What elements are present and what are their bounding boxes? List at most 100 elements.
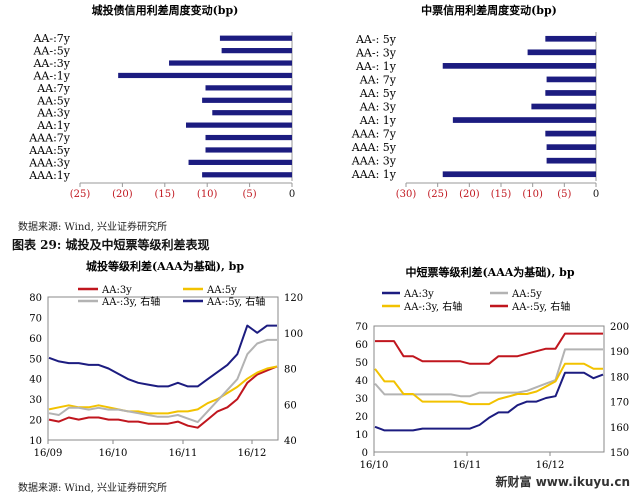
category-label: AAA:3y: [28, 156, 71, 169]
x-tick-label: (30): [396, 189, 417, 200]
chart-title: 中票信用利差周度变动(bp): [421, 3, 557, 17]
chart-title: 城投债信用利差周度变动(bp): [92, 3, 239, 17]
y-tick-label: 40: [29, 375, 42, 386]
x-tick-label: 16/09: [34, 448, 63, 459]
category-label: AA: 7y: [359, 73, 397, 86]
plot-frame: [373, 325, 605, 453]
x-tick-label: (25): [427, 189, 448, 200]
bar: [205, 134, 292, 141]
y-tick-label: 10: [355, 430, 368, 441]
legend-entry: AA-:5y, 右轴: [206, 295, 265, 308]
y2-tick-label: 170: [610, 398, 629, 409]
category-label: AAA:5y: [28, 144, 71, 157]
y2-tick-label: 120: [284, 293, 303, 304]
x-tick-label: 16/11: [169, 448, 198, 459]
y2-tick-label: 190: [610, 347, 629, 358]
legend-entry: AA-:3y, 右轴: [403, 300, 462, 313]
series-line: [48, 365, 278, 429]
y2-tick-label: 40: [284, 436, 297, 447]
category-label: AA: 3y: [359, 101, 397, 114]
category-label: AA-:1y: [32, 69, 70, 82]
y-tick-label: 40: [355, 376, 368, 387]
x-tick-label: (10): [197, 189, 218, 200]
y2-tick-label: 150: [610, 448, 629, 459]
bar: [442, 63, 596, 69]
series-line: [374, 362, 603, 406]
x-tick-label: (5): [557, 189, 571, 200]
x-tick-label: 16/10: [99, 448, 128, 459]
category-label: AA-: 5y: [355, 33, 397, 46]
category-label: AA-: 1y: [355, 60, 397, 73]
y-tick-label: 70: [355, 322, 368, 333]
series-line: [375, 332, 603, 365]
x-tick-label: 16/12: [536, 460, 565, 471]
bar: [202, 172, 292, 178]
x-tick-label: (5): [243, 189, 257, 200]
bar: [202, 97, 292, 103]
y-tick-label: 50: [355, 358, 368, 369]
y-tick-label: 20: [355, 412, 368, 423]
y2-tick-label: 180: [610, 372, 629, 383]
category-label: AA-:3y: [32, 57, 70, 70]
x-tick-label: 16/11: [453, 460, 482, 471]
category-label: AAA: 3y: [351, 155, 397, 168]
category-label: AAA: 5y: [351, 141, 397, 154]
series-line: [48, 338, 277, 424]
legend-entry: AA-:5y, 右轴: [511, 300, 570, 313]
y-tick-label: 50: [29, 354, 42, 365]
bar: [531, 103, 596, 110]
plot-frame: [47, 296, 279, 441]
category-label: AA:1y: [36, 119, 71, 132]
category-label: AAA: 7y: [351, 128, 397, 141]
y2-tick-label: 100: [284, 329, 303, 340]
bar: [442, 171, 596, 178]
figure-caption: 图表 29: 城投及中短票等级利差表现: [12, 238, 210, 252]
category-label: AA-: 3y: [355, 46, 397, 59]
x-tick-label: (10): [522, 189, 543, 200]
series-line: [374, 371, 604, 432]
bar: [546, 144, 596, 150]
chart-title: 城投等级利差(AAA为基础), bp: [86, 259, 244, 273]
x-tick-label: 16/12: [238, 448, 267, 459]
x-tick-label: 16/10: [360, 460, 389, 471]
bar: [546, 157, 596, 164]
y2-tick-label: 60: [284, 400, 297, 411]
y2-tick-label: 160: [610, 423, 629, 434]
source-note-top: 数据来源: Wind, 兴业证券研究所: [18, 222, 168, 233]
source-note-bottom: 数据来源: Wind, 兴业证券研究所: [18, 483, 168, 494]
bar: [546, 76, 596, 83]
category-label: AA:5y: [36, 94, 71, 107]
legend-entry: AA:5y: [511, 289, 542, 300]
y-tick-label: 80: [29, 293, 42, 304]
y-tick-label: 30: [355, 394, 368, 405]
y-tick-label: 70: [29, 313, 42, 324]
category-label: AA: 5y: [359, 87, 397, 100]
category-label: AA-:7y: [32, 32, 70, 45]
x-tick-label: 0: [289, 189, 295, 200]
legend-entry: AA-:3y, 右轴: [101, 295, 160, 308]
bar: [527, 49, 596, 56]
category-label: AAA:1y: [28, 169, 71, 182]
bar: [169, 60, 292, 66]
legend-entry: AA:3y: [101, 285, 132, 296]
bar: [221, 48, 292, 54]
bar: [205, 147, 292, 153]
category-label: AAA: 1y: [351, 168, 397, 181]
bar: [219, 35, 292, 41]
x-tick-label: (15): [491, 189, 512, 200]
bar: [186, 122, 292, 128]
bar: [545, 130, 596, 137]
series-line: [48, 324, 277, 388]
bar: [188, 159, 292, 165]
y-tick-label: 20: [29, 416, 42, 427]
y-tick-label: 10: [29, 436, 42, 447]
x-tick-label: (25): [70, 189, 91, 200]
bar: [545, 90, 596, 96]
category-label: AA-:5y: [32, 45, 70, 58]
bar: [205, 85, 292, 91]
y-tick-label: 30: [29, 395, 42, 406]
category-label: AA:3y: [36, 107, 71, 120]
x-tick-label: (20): [112, 189, 133, 200]
x-tick-label: 0: [593, 189, 599, 200]
